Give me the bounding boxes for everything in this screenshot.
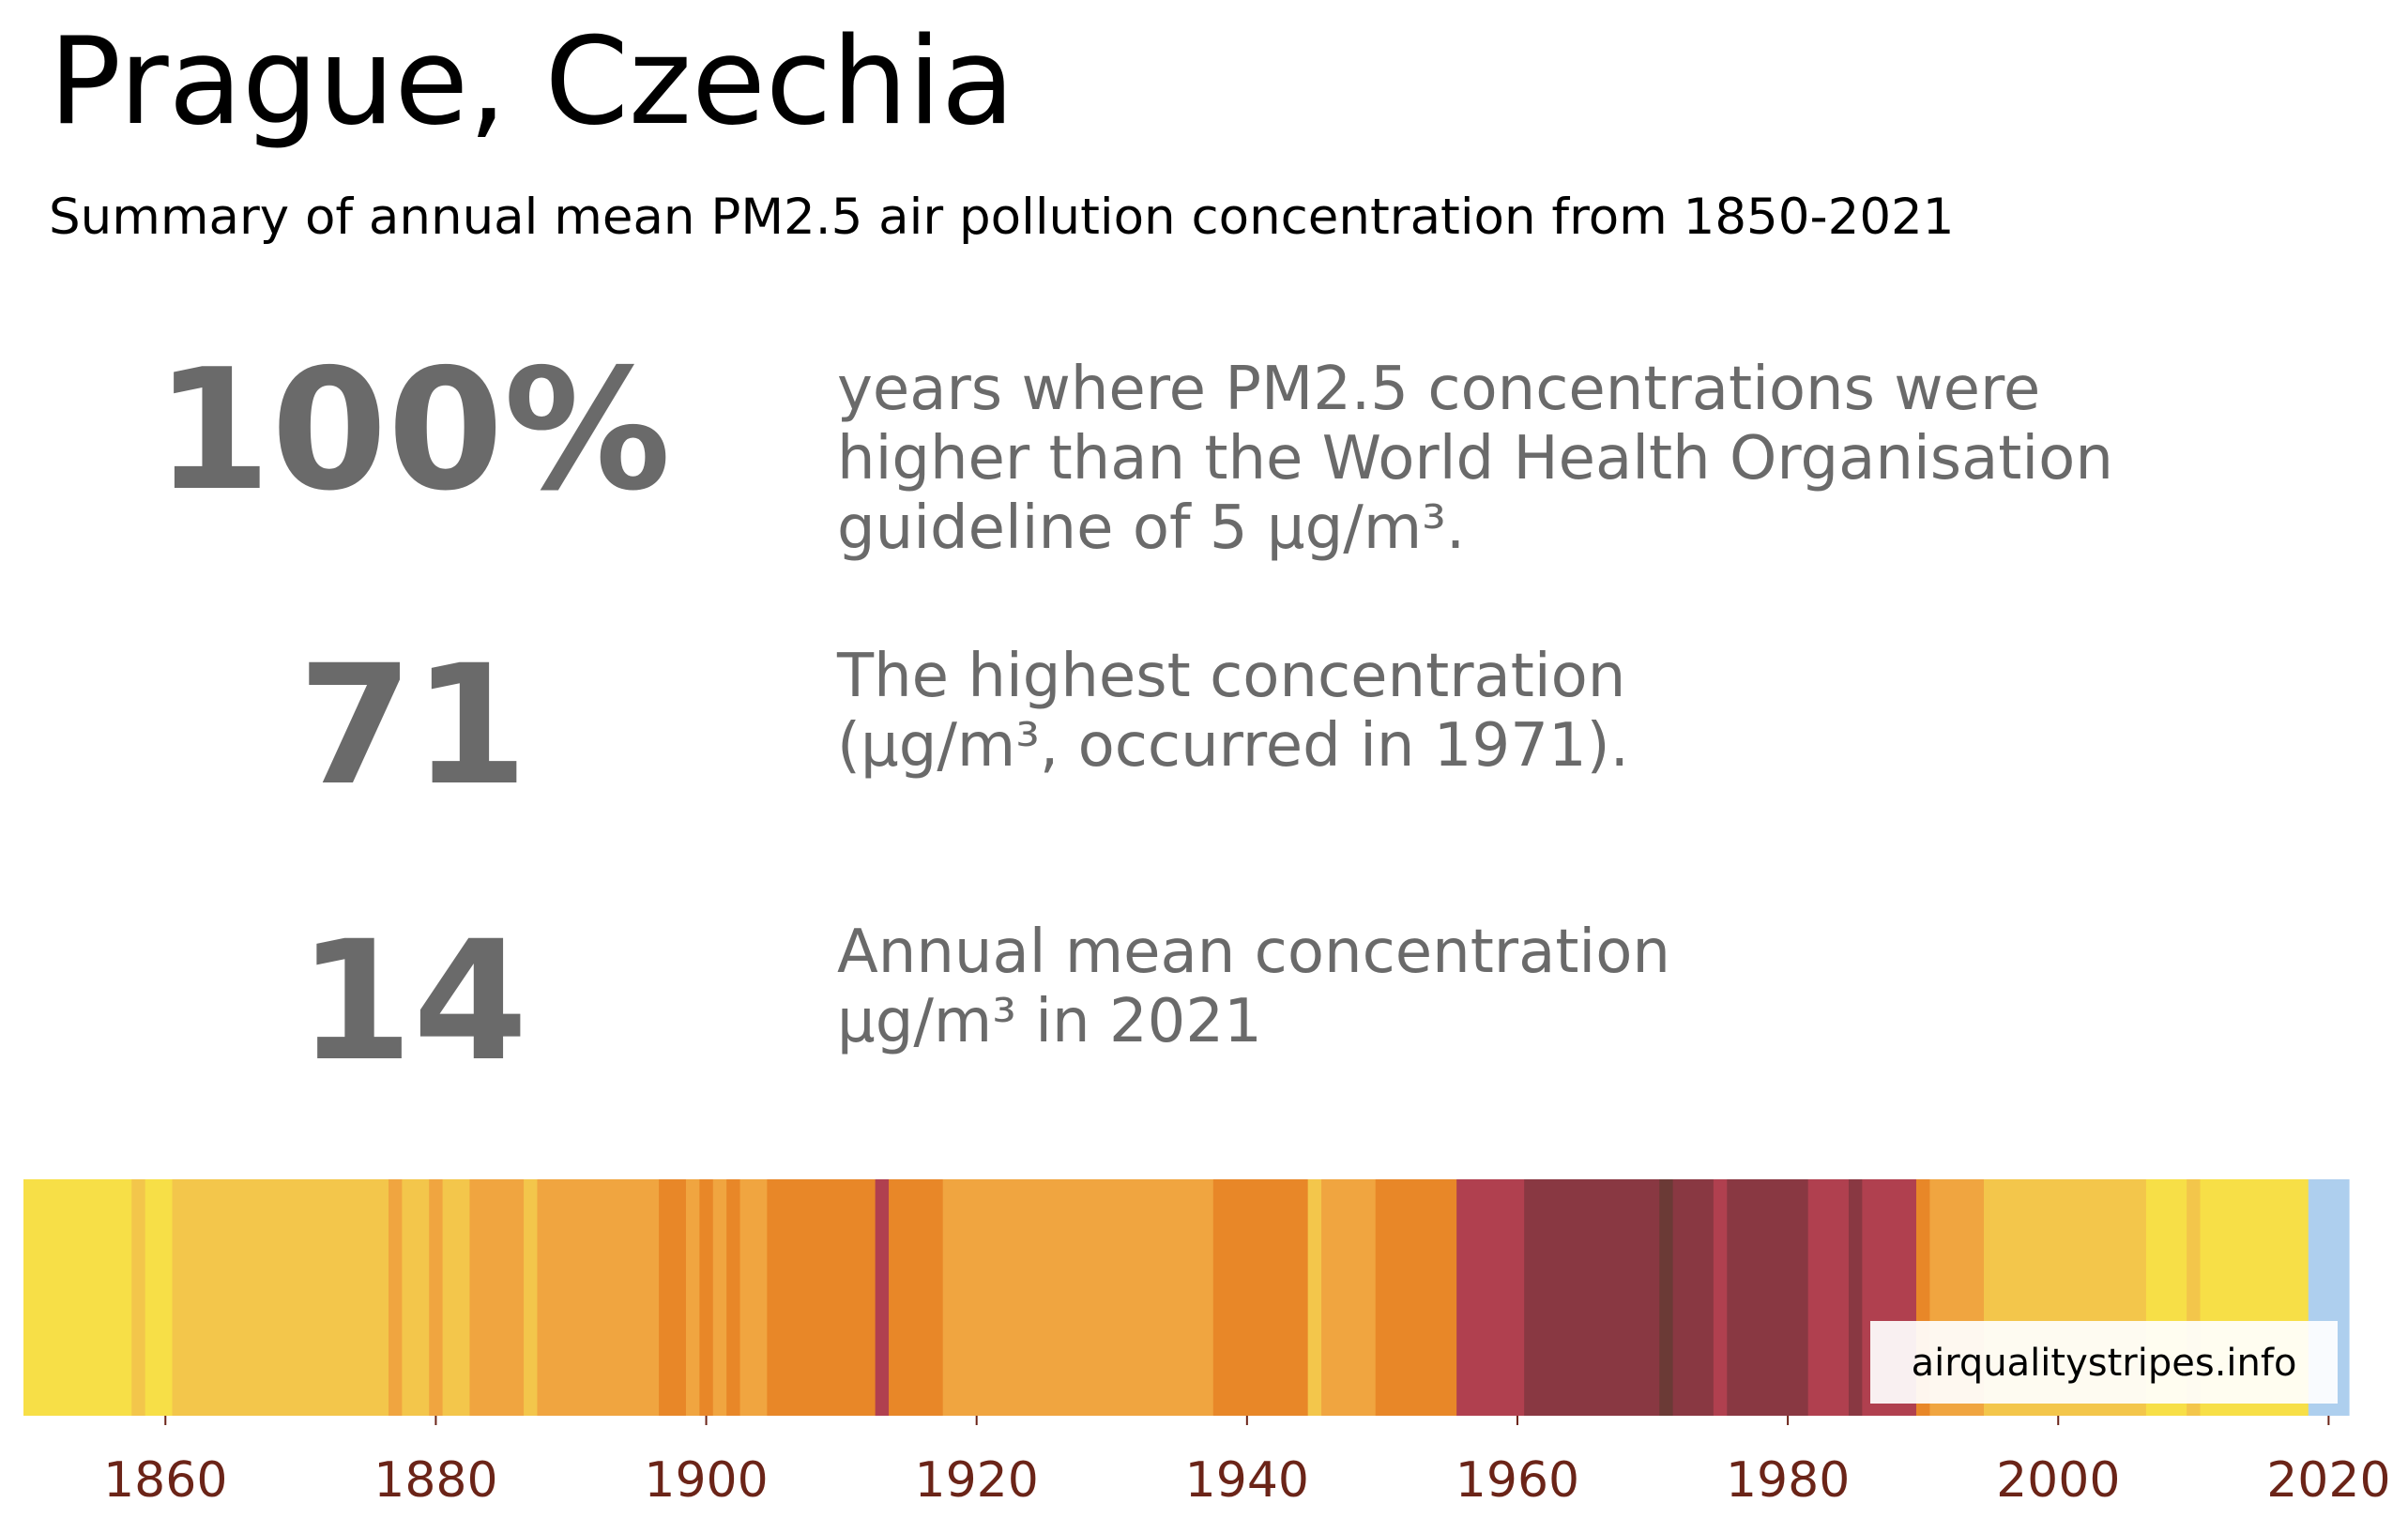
tick-label-2020: 2020 [2266,1452,2390,1509]
stripe-1975-1975 [1713,1179,1728,1416]
watermark-text: airqualitystripes.info [1912,1342,2297,1385]
stripe-1972-1974 [1672,1179,1715,1416]
tick-label-1900: 1900 [644,1452,768,1509]
stat-description-percent-above-guideline: years where PM2.5 concentrations were hi… [837,355,2113,563]
x-axis-ticks: 1860 1880 1900 1920 1940 1960 1980 2000 2020 [103,1416,2391,1509]
stripe-1880-1880 [429,1179,444,1416]
stripe-1901-1901 [712,1179,727,1416]
tick-label-1960: 1960 [1455,1452,1579,1509]
stripe-1905-1912 [767,1179,876,1416]
stat-value-annual-mean: 14 [297,905,528,1098]
stat-description-highest-concentration: The highest concentration (µg/m³, occurr… [837,642,1629,781]
tick-label-1860: 1860 [103,1452,227,1509]
stripe-1902-1902 [726,1179,741,1416]
tick-label-1940: 1940 [1185,1452,1309,1509]
stat-description-annual-mean: Annual mean concentration µg/m³ in 2021 [837,918,1670,1056]
stripe-1858-1858 [131,1179,146,1416]
stripe-1950-1955 [1375,1179,1457,1416]
stripe-1877-1877 [388,1179,403,1416]
page-title: Prague, Czechia [49,12,1015,152]
stripe-1900-1900 [699,1179,714,1416]
stripe-1976-1981 [1727,1179,1809,1416]
stripe-1956-1960 [1456,1179,1525,1416]
stripe-1945-1945 [1307,1179,1322,1416]
stripe-1888-1896 [537,1179,660,1416]
stripe-1938-1944 [1212,1179,1309,1416]
stripe-1899-1899 [685,1179,700,1416]
stripe-1903-1904 [739,1179,768,1416]
tick-label-1980: 1980 [1726,1452,1850,1509]
stripe-1918-1937 [942,1179,1214,1416]
stripe-1971-1971 [1659,1179,1674,1416]
stripe-1878-1879 [402,1179,430,1416]
stripe-1859-1860 [145,1179,174,1416]
stripe-1985-1985 [1848,1179,1863,1416]
tick-label-1920: 1920 [915,1452,1039,1509]
stripe-1913-1913 [875,1179,890,1416]
watermark: airqualitystripes.info [1870,1321,2338,1404]
stripe-1883-1886 [469,1179,525,1416]
stripe-1946-1949 [1321,1179,1377,1416]
stat-value-percent-above-guideline: 100% [155,333,671,527]
stripe-1897-1898 [659,1179,687,1416]
stripe-1961-1970 [1524,1179,1660,1416]
stripes-group [23,1179,2350,1416]
tick-label-2000: 2000 [1996,1452,2120,1509]
tick-label-1880: 1880 [373,1452,497,1509]
stripe-1887-1887 [524,1179,539,1416]
stripe-1982-1984 [1807,1179,1850,1416]
watermark-box [1870,1321,2338,1404]
stripe-1850-1857 [23,1179,132,1416]
stat-value-highest-concentration: 71 [297,630,528,822]
stripe-1861-1876 [172,1179,389,1416]
page-subtitle: Summary of annual mean PM2.5 air polluti… [49,189,1955,246]
stripe-1881-1882 [442,1179,471,1416]
stripe-1914-1917 [889,1179,944,1416]
